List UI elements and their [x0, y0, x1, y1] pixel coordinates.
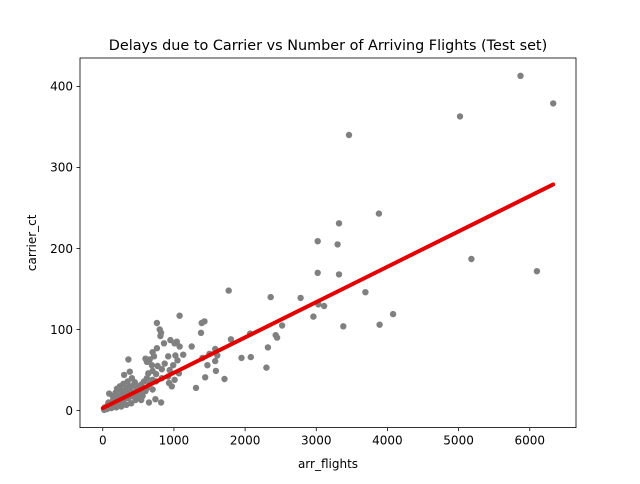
data-point — [335, 220, 343, 227]
data-point — [335, 271, 343, 278]
data-point — [198, 319, 205, 327]
data-point — [172, 352, 179, 359]
data-point — [157, 332, 164, 340]
data-point — [375, 210, 383, 217]
data-point — [227, 336, 235, 343]
data-point — [389, 310, 397, 318]
data-point — [180, 351, 187, 358]
data-point — [225, 287, 232, 294]
data-point — [153, 319, 161, 327]
data-points — [101, 72, 557, 413]
data-point — [297, 294, 304, 302]
data-point — [310, 313, 317, 320]
data-point — [188, 343, 195, 350]
data-point — [148, 362, 156, 369]
plot-area-frame — [79, 57, 577, 429]
data-point — [152, 370, 160, 378]
data-point — [376, 321, 383, 328]
data-point — [153, 345, 161, 352]
x-tick-label: 0 — [99, 434, 107, 448]
data-point — [550, 100, 557, 107]
data-point — [158, 366, 165, 373]
x-tick-label: 1000 — [159, 434, 190, 448]
data-point — [123, 401, 130, 409]
y-axis-label: carrier_ct — [25, 214, 39, 271]
data-point — [320, 302, 328, 310]
data-point — [161, 360, 168, 367]
data-point — [143, 358, 151, 366]
data-point — [204, 362, 211, 369]
x-tick-label: 2000 — [230, 434, 261, 448]
data-point — [170, 362, 177, 369]
data-point — [533, 268, 541, 275]
data-point — [238, 354, 245, 362]
data-point — [197, 329, 205, 336]
data-point — [278, 322, 286, 329]
data-point — [125, 356, 132, 363]
data-point — [192, 384, 200, 392]
data-point — [160, 340, 168, 347]
data-point — [247, 353, 254, 361]
data-point — [517, 72, 524, 80]
data-point — [145, 370, 152, 377]
y-axis-ticks: 0 100 200 300 400 — [50, 80, 80, 418]
y-tick-label: 100 — [50, 323, 73, 337]
data-point — [166, 366, 173, 374]
data-point — [264, 344, 272, 351]
data-point — [167, 336, 174, 344]
data-point — [334, 241, 341, 248]
data-point — [149, 386, 156, 393]
x-axis-label: arr_flights — [298, 457, 358, 471]
x-tick-label: 3000 — [301, 434, 332, 448]
data-point — [128, 400, 135, 407]
x-tick-label: 6000 — [514, 434, 545, 448]
data-point — [126, 383, 133, 390]
data-point — [165, 353, 172, 360]
data-point — [168, 383, 175, 390]
data-point — [362, 289, 369, 296]
data-point — [314, 238, 321, 245]
data-point — [263, 364, 270, 371]
data-point — [345, 131, 353, 139]
data-point — [273, 334, 281, 341]
data-point — [106, 390, 113, 397]
data-point — [131, 379, 138, 386]
x-tick-label: 4000 — [372, 434, 403, 448]
data-point — [221, 375, 228, 383]
data-point — [314, 269, 321, 276]
regression-line — [100, 182, 556, 411]
data-point — [152, 396, 159, 403]
x-tick-label: 5000 — [443, 434, 474, 448]
data-point — [157, 399, 165, 406]
data-point — [202, 374, 209, 381]
data-point — [176, 343, 183, 350]
y-tick-label: 200 — [50, 242, 73, 256]
data-point — [176, 312, 183, 319]
data-point — [126, 368, 133, 375]
data-point — [174, 357, 181, 364]
chart-title: Delays due to Carrier vs Number of Arriv… — [109, 38, 547, 54]
data-point — [212, 367, 220, 375]
data-point — [120, 371, 128, 379]
y-tick-label: 400 — [50, 80, 73, 94]
data-point — [212, 357, 219, 365]
x-axis-ticks: 0 1000 2000 3000 4000 5000 6000 — [99, 427, 545, 448]
regression-line-layer — [100, 182, 556, 411]
data-point — [118, 403, 125, 410]
data-point — [456, 113, 464, 120]
data-point — [171, 376, 178, 383]
y-tick-label: 300 — [50, 161, 73, 175]
data-point — [468, 255, 475, 263]
y-tick-label: 0 — [65, 404, 73, 418]
data-point — [136, 391, 143, 398]
data-point — [267, 293, 274, 301]
data-point — [145, 399, 153, 406]
data-point — [340, 323, 347, 330]
